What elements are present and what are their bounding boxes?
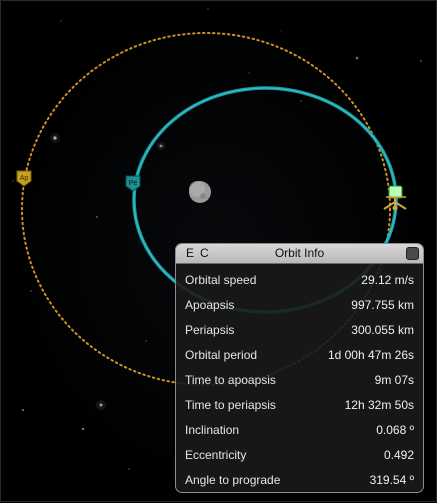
eccentricity-row: Eccentricity 0.492	[185, 443, 414, 468]
row-label: Time to periapsis	[185, 398, 276, 412]
time-to-periapsis-row: Time to periapsis 12h 32m 50s	[185, 393, 414, 418]
row-label: Orbital period	[185, 348, 258, 362]
expand-button[interactable]: E	[186, 246, 195, 260]
row-value: 0.492	[383, 448, 414, 462]
apoapsis-row: Apoapsis 997.755 km	[185, 293, 414, 318]
periapsis-marker-icon[interactable]: Pe	[125, 175, 141, 192]
time-to-apoapsis-row: Time to apoapsis 9m 07s	[185, 368, 414, 393]
row-value: 12h 32m 50s	[344, 398, 414, 412]
row-value: 29.12 m/s	[361, 273, 414, 287]
periapsis-row: Periapsis 300.055 km	[185, 318, 414, 343]
row-value: 1d 00h 47m 26s	[327, 348, 414, 362]
panel-header[interactable]: E C Orbit Info	[176, 244, 423, 264]
orbital-period-row: Orbital period 1d 00h 47m 26s	[185, 343, 414, 368]
row-label: Eccentricity	[185, 448, 247, 462]
row-label: Apoapsis	[185, 298, 235, 312]
row-value: 0.068 º	[376, 423, 414, 437]
row-value: 319.54 º	[369, 473, 414, 487]
panel-toggle-button[interactable]	[406, 247, 419, 260]
angle-to-prograde-row: Angle to prograde 319.54 º	[185, 468, 414, 492]
svg-text:Pe: Pe	[129, 180, 138, 187]
target-orbit-path	[21, 32, 391, 386]
row-label: Angle to prograde	[185, 473, 281, 487]
orbital-speed-row: Orbital speed 29.12 m/s	[185, 268, 414, 293]
svg-text:Ap: Ap	[20, 175, 29, 182]
row-value: 997.755 km	[351, 298, 414, 312]
orbit-info-list: Orbital speed 29.12 m/s Apoapsis 997.755…	[176, 264, 423, 492]
row-label: Periapsis	[185, 323, 235, 337]
collapse-button[interactable]: C	[200, 246, 209, 260]
orbit-info-panel: E C Orbit Info Orbital speed 29.12 m/s A…	[175, 243, 424, 493]
row-value: 9m 07s	[374, 373, 414, 387]
apoapsis-marker-icon[interactable]: Ap	[16, 170, 32, 187]
starfield	[12, 8, 422, 470]
row-label: Time to apoapsis	[185, 373, 276, 387]
row-label: Inclination	[185, 423, 240, 437]
row-label: Orbital speed	[185, 273, 257, 287]
planet-icon[interactable]	[189, 181, 211, 203]
row-value: 300.055 km	[351, 323, 414, 337]
inclination-row: Inclination 0.068 º	[185, 418, 414, 443]
vessel-icon[interactable]	[383, 185, 407, 211]
panel-title: Orbit Info	[274, 246, 325, 260]
